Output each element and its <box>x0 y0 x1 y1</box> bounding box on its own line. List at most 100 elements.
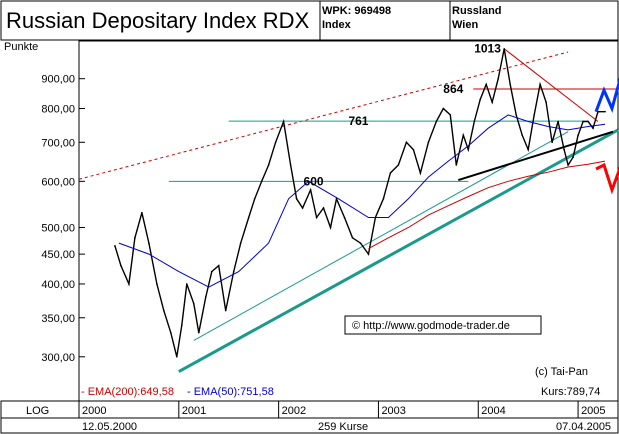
annotation-864: 864 <box>443 82 463 96</box>
price-point <box>497 77 500 80</box>
price-point <box>491 101 494 104</box>
price-point <box>309 189 312 191</box>
price-point <box>577 134 579 136</box>
price-point <box>315 216 318 219</box>
price-point <box>197 331 200 334</box>
price-point <box>253 197 256 200</box>
url-text: © http://www.godmode-trader.de <box>352 320 510 332</box>
wpk-label: WPK: 969498 <box>322 5 391 17</box>
series-kurs <box>114 48 605 357</box>
price-point <box>186 283 188 285</box>
price-point <box>359 242 362 244</box>
price-point <box>163 309 165 312</box>
author-label: (c) Tai-Pan <box>535 366 588 378</box>
support-thick-line <box>178 128 619 373</box>
country-label: Russland <box>452 5 502 17</box>
price-point <box>604 110 606 113</box>
annotation-600: 600 <box>304 174 324 188</box>
price-point <box>405 141 408 144</box>
price-point <box>455 164 458 166</box>
price-point <box>134 237 136 239</box>
price-point <box>435 120 438 123</box>
price-point <box>367 253 370 255</box>
x-tick-label: 2005 <box>581 405 605 417</box>
price-point <box>572 156 574 158</box>
price-point <box>462 134 465 136</box>
price-point <box>551 141 553 144</box>
price-point <box>210 270 213 273</box>
x-ticks: 2000 2001 2002 2003 2004 2005 <box>78 401 606 418</box>
price-point <box>141 211 143 214</box>
price-point <box>485 83 488 86</box>
x-tick-label: 2000 <box>82 405 106 417</box>
x-tick-label: 2002 <box>282 405 306 417</box>
annotation-761: 761 <box>348 114 368 128</box>
annotations: 1013 864 761 600 <box>304 42 502 189</box>
price-point <box>192 302 195 305</box>
price-point <box>587 120 589 123</box>
price-point <box>329 226 332 229</box>
price-point <box>120 264 122 267</box>
start-date: 12.05.2000 <box>82 421 137 433</box>
blue-projection <box>594 77 619 113</box>
price-point <box>419 172 422 174</box>
price-point <box>557 120 559 123</box>
series-ema-50- <box>118 114 606 288</box>
red-projection <box>595 162 619 195</box>
x-tick-label: 2003 <box>381 405 405 417</box>
price-point <box>479 98 482 100</box>
x-tick-label: 2004 <box>481 405 505 417</box>
series-layer <box>114 47 619 358</box>
price-point <box>239 242 242 244</box>
price-point <box>181 324 183 326</box>
resistance-1013-line <box>503 48 599 122</box>
price-point <box>351 237 354 239</box>
y-tick-label: 300,00 <box>41 352 75 364</box>
price-point <box>412 148 415 151</box>
end-date: 07.04.2005 <box>556 421 611 433</box>
annotation-1013: 1013 <box>474 42 501 56</box>
price-point <box>176 355 178 358</box>
price-point <box>247 216 250 219</box>
y-tick-label: 800,00 <box>41 103 75 115</box>
x-tick-label: 2001 <box>182 405 206 417</box>
count-label: 259 Kurse <box>318 421 368 433</box>
exchange-label: Wien <box>452 19 478 31</box>
price-point <box>224 309 227 312</box>
price-point <box>148 242 150 244</box>
plot-frame <box>78 40 619 402</box>
price-point <box>442 107 445 110</box>
trend-lines <box>78 48 619 373</box>
price-point <box>449 114 452 116</box>
y-tick-label: 600,00 <box>41 176 75 188</box>
price-point <box>545 101 547 104</box>
price-point <box>301 207 304 209</box>
chart-title: Russian Depositary Index RDX <box>6 8 310 33</box>
price-point <box>282 120 285 123</box>
header-frame <box>0 0 619 41</box>
price-point <box>533 114 535 116</box>
price-point <box>389 172 392 174</box>
price-point <box>427 141 430 144</box>
price-point <box>563 148 565 151</box>
y-tick-label: 700,00 <box>41 137 75 149</box>
price-point <box>260 180 263 183</box>
price-point <box>289 164 292 166</box>
channel-upper-dotted-line <box>78 51 569 180</box>
price-point <box>267 164 270 166</box>
price-point <box>232 270 235 273</box>
price-point <box>527 148 529 151</box>
price-point <box>539 83 541 86</box>
price-point <box>322 207 325 209</box>
price-point <box>204 296 207 298</box>
y-tick-label: 350,00 <box>41 313 75 325</box>
price-point <box>170 331 172 334</box>
y-axis-label: Punkte <box>4 41 38 53</box>
series-ema-200- <box>368 160 606 250</box>
y-tick-label: 500,00 <box>41 222 75 234</box>
price-point <box>295 197 298 200</box>
price-point <box>128 283 130 285</box>
url-box <box>344 315 542 335</box>
scale-label: LOG <box>26 405 49 417</box>
